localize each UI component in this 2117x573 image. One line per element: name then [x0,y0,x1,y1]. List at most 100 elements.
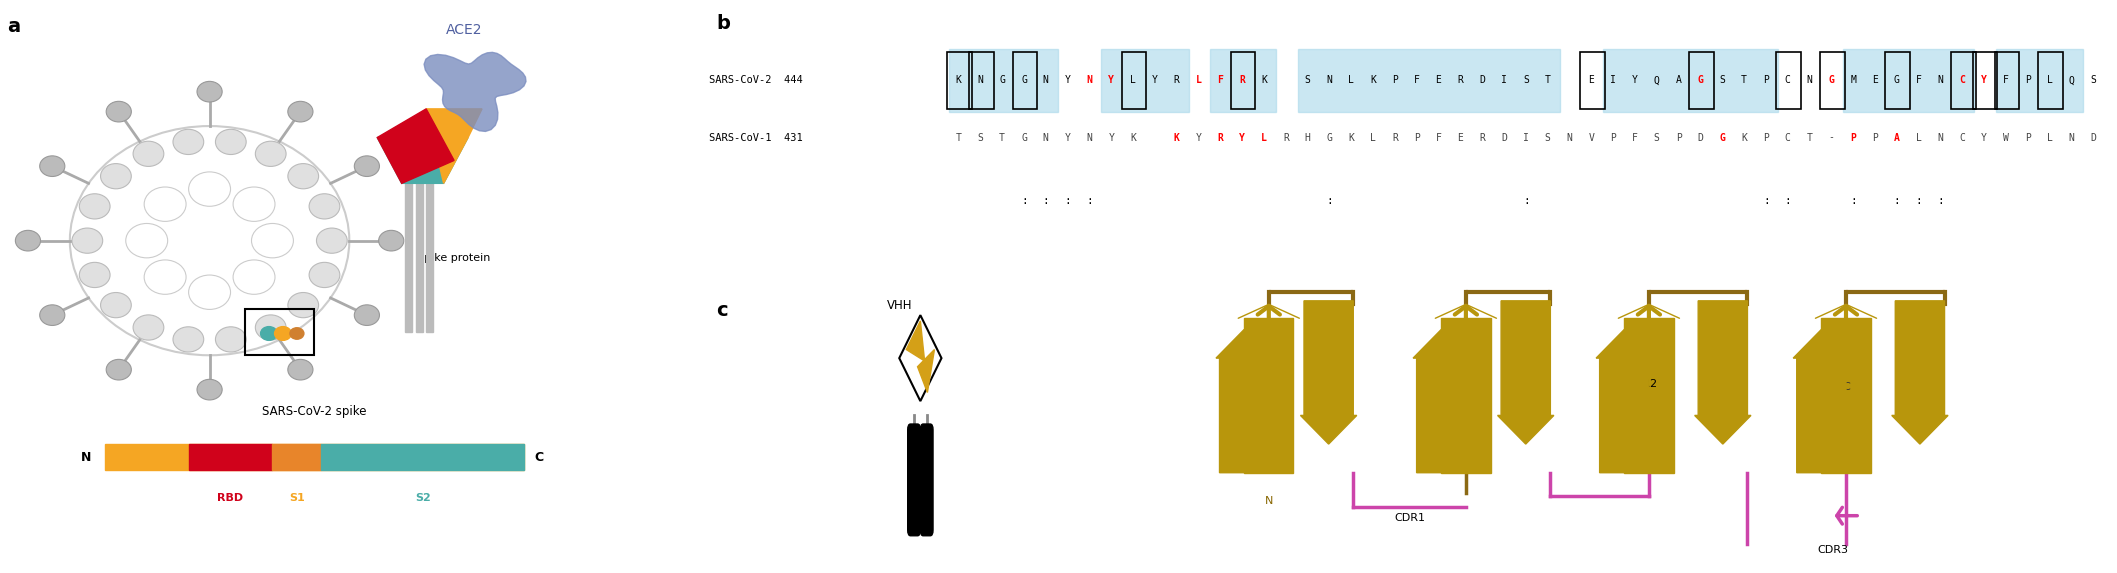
Text: F: F [2003,75,2009,85]
Circle shape [275,327,292,340]
Circle shape [133,315,163,340]
Text: P: P [1414,132,1421,143]
Text: P: P [1611,132,1615,143]
Text: :: : [1327,195,1334,206]
Text: G: G [1829,75,1833,85]
FancyArrow shape [1497,301,1554,444]
Text: E: E [1588,75,1594,85]
Circle shape [102,164,131,189]
Text: C: C [1785,75,1791,85]
Text: L: L [1916,132,1922,143]
Bar [1122,52,1145,109]
Text: c: c [716,301,728,320]
Text: Y: Y [1065,75,1071,85]
Circle shape [256,315,286,340]
Circle shape [15,230,40,251]
Circle shape [309,194,341,219]
Bar [1844,49,1975,112]
Circle shape [188,275,231,309]
Text: G: G [1719,132,1725,143]
Text: T: T [1806,132,1812,143]
Text: F: F [1217,75,1224,85]
Text: N: N [1327,75,1332,85]
Text: Y: Y [1152,75,1158,85]
Circle shape [288,292,318,317]
Bar [1211,49,1277,112]
Bar [1245,318,1293,473]
Text: G: G [1020,75,1027,85]
Text: N: N [1937,75,1943,85]
Circle shape [354,156,379,176]
Text: L: L [1349,75,1355,85]
Text: :: : [1044,195,1050,206]
Text: Y: Y [1238,132,1245,143]
Text: C: C [1785,132,1791,143]
Text: P: P [1763,75,1770,85]
Text: Y: Y [1196,132,1202,143]
Text: L: L [2047,132,2053,143]
Circle shape [252,223,294,258]
Text: F: F [1414,75,1421,85]
Polygon shape [906,321,925,361]
Bar [1952,52,1975,109]
Bar [1886,52,1910,109]
Text: K: K [1740,132,1747,143]
Text: N: N [1806,75,1812,85]
Circle shape [233,260,275,295]
FancyArrow shape [1596,329,1653,473]
Text: P: P [1763,132,1770,143]
Text: C: C [1960,75,1965,85]
Bar [1579,52,1605,109]
Text: Y: Y [1632,75,1639,85]
Text: N: N [1086,75,1092,85]
Text: S2: S2 [415,493,430,503]
Bar [1821,318,1871,473]
Text: F: F [1632,132,1639,143]
Text: L: L [1262,132,1266,143]
Polygon shape [423,52,525,131]
Bar [106,444,525,470]
Text: Q: Q [1653,75,1660,85]
Bar [1012,52,1037,109]
Circle shape [106,359,131,380]
Text: N: N [80,451,91,464]
Bar [322,444,525,470]
Text: I: I [1611,75,1615,85]
Text: L: L [1370,132,1376,143]
Text: S: S [978,132,982,143]
FancyBboxPatch shape [921,424,934,536]
Text: C: C [1960,132,1965,143]
Text: T: T [1740,75,1747,85]
Circle shape [188,172,231,206]
FancyArrow shape [1300,301,1357,444]
Text: P: P [1677,132,1681,143]
Text: I: I [1522,132,1528,143]
Text: D: D [1480,75,1486,85]
Text: SARS-CoV-2  444: SARS-CoV-2 444 [709,75,802,85]
Text: SARS-CoV-2 spike: SARS-CoV-2 spike [263,405,366,418]
Text: N: N [1044,132,1048,143]
Text: T: T [999,132,1006,143]
Text: Y: Y [1982,75,1988,85]
Text: :: : [1850,195,1857,206]
Text: -: - [1829,132,1833,143]
Text: G: G [1895,75,1899,85]
Bar [426,172,434,332]
Text: ACE2: ACE2 [447,23,483,37]
Text: :: : [1916,195,1922,206]
Text: L: L [1130,75,1137,85]
Circle shape [233,187,275,221]
Text: R: R [1456,75,1463,85]
Text: P: P [2024,75,2030,85]
Text: Y: Y [1065,132,1071,143]
Text: S: S [1719,75,1725,85]
Text: b: b [716,14,730,33]
Circle shape [216,327,246,352]
Circle shape [288,164,318,189]
Text: CDR3: CDR3 [1819,545,1848,555]
Text: D: D [2089,132,2096,143]
FancyArrow shape [1893,301,1948,444]
Text: P: P [1871,132,1878,143]
Text: N: N [1567,132,1573,143]
Circle shape [133,141,163,166]
